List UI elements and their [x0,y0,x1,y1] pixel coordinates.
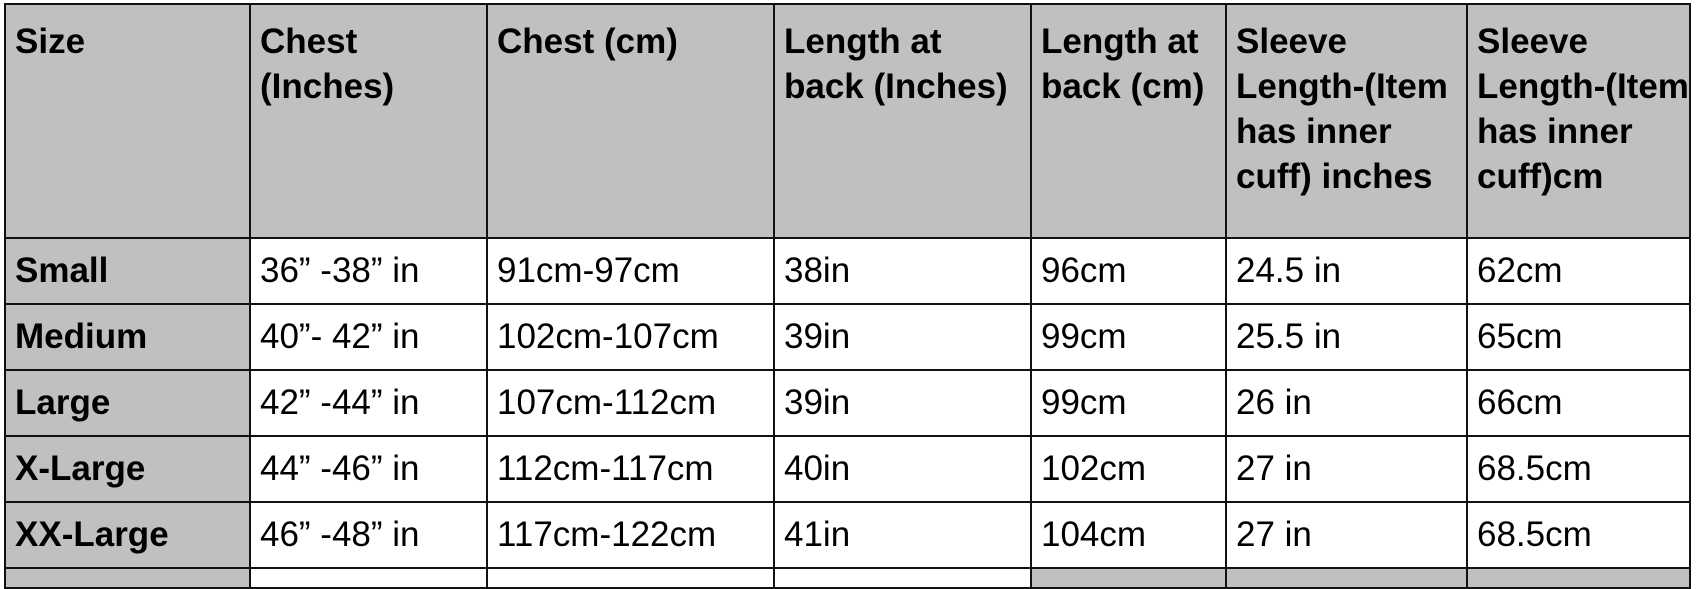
empty-cell [4,567,251,589]
empty-cell [773,567,1032,589]
table-row: Large 42” -44” in 107cm-112cm 39in 99cm 26 in… [4,369,1691,437]
header-length-inches: Length at back (Inches) [773,3,1032,239]
table-row: XX-Large 46” -48” in 117cm-122cm 41in 104cm 2… [4,501,1691,569]
empty-cell [486,567,775,589]
cell-length-inches: 39in [773,303,1032,371]
header-row: Size Chest (Inches) Chest (cm) Length at… [4,3,1691,239]
cell-chest-inches: 42” -44” in [249,369,488,437]
cell-length-inches: 38in [773,237,1032,305]
header-sleeve-inches: Sleeve Length-(Item has inner cuff) inch… [1225,3,1468,239]
cell-length-inches: 41in [773,501,1032,569]
header-length-cm: Length at back (cm) [1030,3,1227,239]
cell-length-cm: 96cm [1030,237,1227,305]
cell-size: Medium [4,303,251,371]
header-size: Size [4,3,251,239]
cell-sleeve-cm: 62cm [1466,237,1691,305]
cell-size: Small [4,237,251,305]
cell-size: Large [4,369,251,437]
cell-sleeve-inches: 26 in [1225,369,1468,437]
cell-length-cm: 99cm [1030,303,1227,371]
empty-cell [1225,567,1468,589]
cell-sleeve-cm: 65cm [1466,303,1691,371]
cell-chest-inches: 44” -46” in [249,435,488,503]
cell-length-inches: 39in [773,369,1032,437]
cell-chest-cm: 91cm-97cm [486,237,775,305]
cell-sleeve-cm: 68.5cm [1466,435,1691,503]
cell-length-inches: 40in [773,435,1032,503]
header-chest-inches: Chest (Inches) [249,3,488,239]
cell-length-cm: 99cm [1030,369,1227,437]
cell-sleeve-inches: 25.5 in [1225,303,1468,371]
cell-chest-inches: 36” -38” in [249,237,488,305]
table-row: Small 36” -38” in 91cm-97cm 38in 96cm 24.5 in… [4,237,1691,305]
header-sleeve-cm: Sleeve Length-(Item has inner cuff)cm [1466,3,1691,239]
empty-cell [1030,567,1227,589]
table-row-cut-off [4,567,1691,589]
cell-sleeve-inches: 24.5 in [1225,237,1468,305]
header-chest-cm: Chest (cm) [486,3,775,239]
size-chart-table: Size Chest (Inches) Chest (cm) Length at… [4,3,1691,589]
cell-chest-cm: 112cm-117cm [486,435,775,503]
table-row: X-Large 44” -46” in 112cm-117cm 40in 102cm 27… [4,435,1691,503]
table-row: Medium 40”- 42” in 102cm-107cm 39in 99cm 25.5… [4,303,1691,371]
cell-size: X-Large [4,435,251,503]
empty-cell [1466,567,1691,589]
cell-chest-inches: 46” -48” in [249,501,488,569]
cell-sleeve-cm: 66cm [1466,369,1691,437]
cell-sleeve-cm: 68.5cm [1466,501,1691,569]
cell-sleeve-inches: 27 in [1225,501,1468,569]
cell-length-cm: 102cm [1030,435,1227,503]
cell-sleeve-inches: 27 in [1225,435,1468,503]
cell-chest-cm: 117cm-122cm [486,501,775,569]
cell-chest-cm: 107cm-112cm [486,369,775,437]
empty-cell [249,567,488,589]
cell-chest-inches: 40”- 42” in [249,303,488,371]
cell-size: XX-Large [4,501,251,569]
cell-chest-cm: 102cm-107cm [486,303,775,371]
cell-length-cm: 104cm [1030,501,1227,569]
